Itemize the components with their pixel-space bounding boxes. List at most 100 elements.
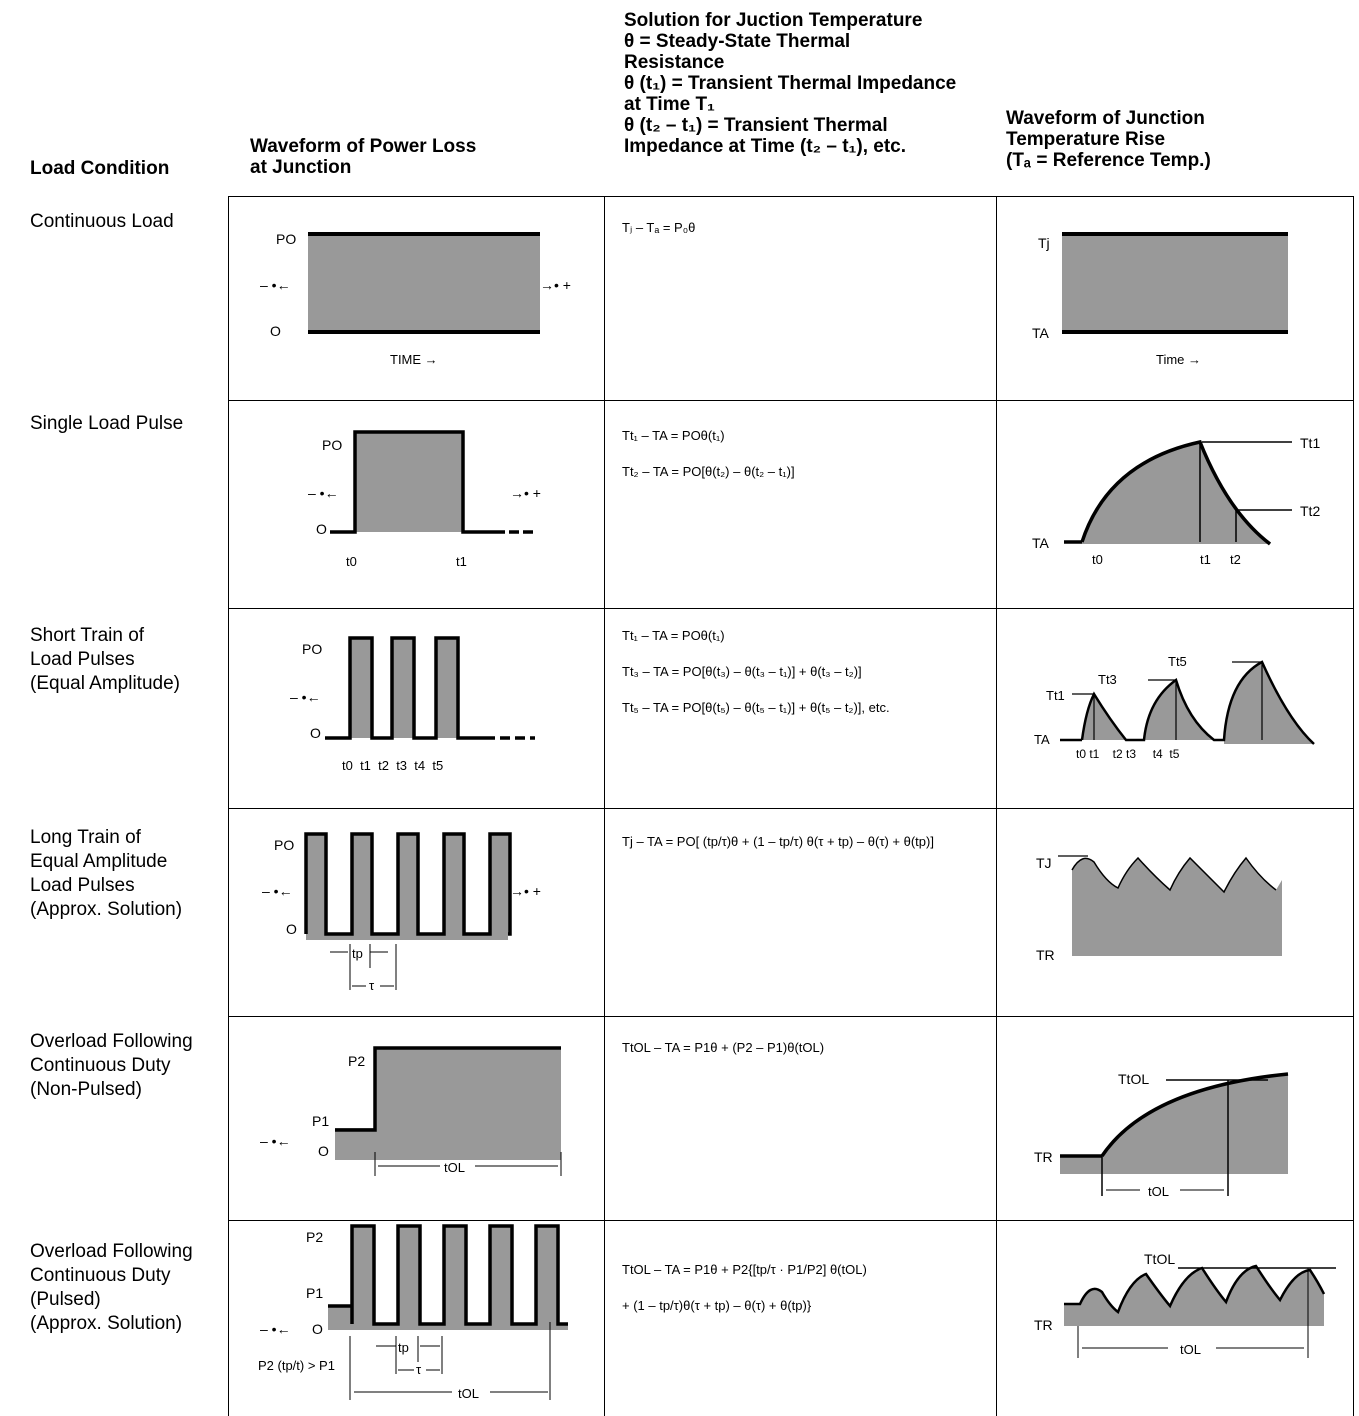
- temp-waveform-overload-nonpulsed: TtOL TR tOL: [998, 1018, 1352, 1218]
- svg-text:O: O: [318, 1143, 329, 1159]
- grid-line: [228, 400, 1354, 401]
- equation-short-train: Tt₁ – TA = POθ(t₁) Tt₃ – TA = PO[θ(t₃) – …: [622, 628, 890, 736]
- svg-text:P2 (tp/t) > P1: P2 (tp/t) > P1: [258, 1358, 335, 1373]
- svg-text:Tt1: Tt1: [1046, 688, 1065, 703]
- svg-text:τ: τ: [369, 978, 375, 993]
- svg-text:PO: PO: [322, 437, 342, 453]
- pulse-fill: [536, 1226, 558, 1324]
- condition-single-pulse: Single Load Pulse: [30, 412, 183, 436]
- svg-text:– •←: – •←: [308, 485, 339, 501]
- temp-waveform-overload-pulsed: TtOL TR tOL: [998, 1222, 1352, 1414]
- svg-text:tOL: tOL: [1180, 1342, 1201, 1357]
- pulse-fill: [398, 1226, 420, 1324]
- grid-line: [228, 1220, 1354, 1221]
- temp-waveform-long-train: TJ TR: [998, 810, 1352, 1014]
- svg-text:PO: PO: [276, 231, 296, 247]
- svg-text:P1: P1: [312, 1113, 329, 1129]
- svg-text:t0: t0: [346, 554, 357, 569]
- svg-text:TR: TR: [1036, 947, 1055, 963]
- pulse-fill: [490, 1226, 512, 1324]
- condition-long-train: Long Train of Equal Amplitude Load Pulses(…: [30, 826, 182, 922]
- svg-text:t0 t1 t2 t3 t4 t5: t0 t1 t2 t3 t4 t5: [342, 758, 443, 773]
- svg-text:tp: tp: [352, 946, 363, 961]
- svg-text:→• +: →• +: [510, 485, 541, 501]
- grid-line: [228, 196, 229, 1416]
- header-solution: Solution for Juction Temperature θ = Stea…: [624, 10, 956, 157]
- svg-text:O: O: [316, 521, 327, 537]
- equation-long-train: Tj – TA = PO[ (tp/τ)θ + (1 – tp/τ) θ(τ +…: [622, 834, 934, 870]
- svg-text:TtOL: TtOL: [1118, 1071, 1149, 1087]
- power-waveform-short-train: PO – •← O t0 t1 t2 t3 t4 t5: [230, 610, 602, 806]
- condition-continuous: Continuous Load: [30, 210, 174, 234]
- svg-text:TR: TR: [1034, 1149, 1053, 1165]
- svg-text:t1: t1: [456, 554, 467, 569]
- header-temp-rise: Waveform of Junction Temperature Rise (Tₐ …: [1006, 108, 1211, 171]
- temp-waveform-short-train: Tt1 Tt3 Tt5 TA t0 t1 t2 t3 t4 t5: [998, 610, 1352, 806]
- pulse-fill: [490, 834, 510, 934]
- temp-waveform-single-pulse: Tt1 Tt2 TA t0 t1 t2: [998, 402, 1352, 606]
- condition-overload-nonpulsed: Overload Following Continuous Duty (Non-Pu…: [30, 1030, 193, 1102]
- svg-text:τ: τ: [416, 1362, 422, 1377]
- grid-line: [228, 608, 1354, 609]
- temp-waveform-continuous: Tj TA Time →: [998, 198, 1352, 398]
- power-waveform-overload-nonpulsed: P2 P1 – •← O tOL: [230, 1018, 602, 1218]
- svg-text:PO: PO: [302, 641, 322, 657]
- svg-text:PO: PO: [274, 837, 294, 853]
- pulse-fill: [352, 834, 372, 934]
- equation-single-pulse: Tt₁ – TA = POθ(t₁) Tt₂ – TA = PO[θ(t₂) – …: [622, 428, 795, 500]
- svg-text:TA: TA: [1034, 732, 1050, 747]
- svg-text:– •←: – •←: [262, 883, 293, 899]
- svg-text:TR: TR: [1034, 1317, 1053, 1333]
- header-power-loss: Waveform of Power Loss at Junction: [250, 136, 476, 178]
- header-load-condition: Load Condition: [30, 158, 169, 179]
- svg-text:– •←: – •←: [260, 1321, 291, 1337]
- svg-text:tOL: tOL: [1148, 1184, 1169, 1199]
- svg-text:Tj: Tj: [1038, 235, 1050, 251]
- equation-continuous: Tⱼ – Tₐ = P₀θ: [622, 220, 695, 256]
- svg-text:– •←: – •←: [290, 689, 321, 705]
- grid-line: [228, 808, 1354, 809]
- svg-text:t0: t0: [1092, 552, 1103, 567]
- svg-text:Time →: Time →: [1156, 352, 1201, 367]
- svg-text:tOL: tOL: [444, 1160, 465, 1175]
- condition-overload-pulsed: Overload Following Continuous Duty (Pulsed…: [30, 1240, 193, 1336]
- condition-short-train: Short Train of Load Pulses (Equal Amplitud…: [30, 624, 180, 696]
- power-waveform-continuous: PO – •← →• + O TIME →: [230, 198, 602, 398]
- svg-text:Tt3: Tt3: [1098, 672, 1117, 687]
- grid-line: [1353, 196, 1354, 1416]
- svg-text:t2: t2: [1230, 552, 1241, 567]
- svg-text:P2: P2: [348, 1053, 365, 1069]
- svg-text:tp: tp: [398, 1340, 409, 1355]
- pulse-fill: [352, 1226, 374, 1324]
- pulse-fill: [306, 834, 326, 934]
- svg-text:O: O: [270, 323, 281, 339]
- svg-text:O: O: [286, 921, 297, 937]
- svg-text:Tt2: Tt2: [1300, 503, 1320, 519]
- svg-text:t0 t1 t2 t3 t4 t5: t0 t1 t2 t3 t4 t5: [1076, 747, 1180, 761]
- equation-overload-pulsed: TtOL – TA = P1θ + P2{[tp/τ · P1/P2] θ(tO…: [622, 1262, 867, 1334]
- svg-text:TtOL: TtOL: [1144, 1251, 1175, 1267]
- svg-text:– •←: – •←: [260, 277, 291, 293]
- svg-text:Tt5: Tt5: [1168, 654, 1187, 669]
- svg-text:→• +: →• +: [510, 883, 541, 899]
- pulse-fill: [444, 1226, 466, 1324]
- pulse-fill: [398, 834, 418, 934]
- svg-text:tOL: tOL: [458, 1386, 479, 1401]
- grid-line: [228, 1016, 1354, 1017]
- svg-text:O: O: [310, 725, 321, 741]
- svg-text:→• +: →• +: [540, 277, 571, 293]
- svg-text:O: O: [312, 1321, 323, 1337]
- power-waveform-long-train: PO – •← →• + O tp τ: [230, 810, 602, 1014]
- grid-line: [996, 196, 997, 1416]
- svg-text:TA: TA: [1032, 325, 1050, 341]
- svg-text:TJ: TJ: [1036, 855, 1052, 871]
- power-waveform-single-pulse: PO – •← →• + O t0 t1: [230, 402, 602, 606]
- svg-text:P2: P2: [306, 1229, 323, 1245]
- svg-text:P1: P1: [306, 1285, 323, 1301]
- svg-text:– •←: – •←: [260, 1133, 291, 1149]
- svg-text:Tt1: Tt1: [1300, 435, 1320, 451]
- svg-text:t1: t1: [1200, 552, 1211, 567]
- grid-line: [228, 196, 1354, 197]
- pulse-fill: [444, 834, 464, 934]
- grid-line: [604, 196, 605, 1416]
